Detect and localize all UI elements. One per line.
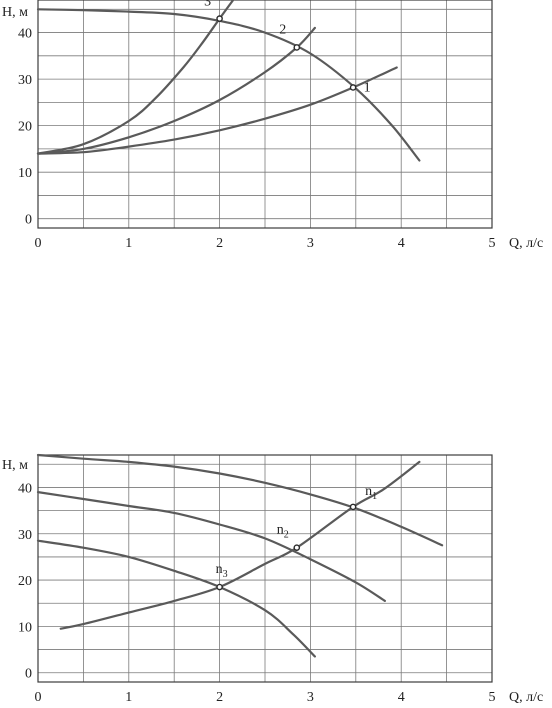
x-tick-label: 0 <box>35 236 42 251</box>
point-label: 2 <box>279 22 286 37</box>
x-tick-label: 2 <box>216 236 223 251</box>
x-tick-label: 2 <box>216 690 223 705</box>
point-label: n3 <box>216 562 228 580</box>
plot-frame <box>37 454 493 683</box>
operating-point <box>349 503 357 511</box>
series-curve <box>36 491 386 602</box>
x-tick-label: 5 <box>489 236 496 251</box>
series-curve <box>59 460 421 630</box>
chart-1-pump-characteristics: 0 1 2 3 4 5 0 10 20 30 40 Q, л/с H, м 1 2 3 <box>2 0 543 251</box>
series-curve <box>36 66 398 155</box>
y-tick-label: 20 <box>18 574 32 589</box>
x-tick-label: 1 <box>125 690 132 705</box>
x-axis-label: Q, л/с <box>509 690 543 705</box>
series-curve <box>36 26 316 155</box>
plot-frame <box>37 0 493 229</box>
point-label-subscript: 1 <box>372 491 377 502</box>
operating-point <box>293 44 301 51</box>
y-tick-label: 30 <box>18 73 32 88</box>
y-tick-label: 10 <box>18 166 32 181</box>
series-curve <box>36 453 444 547</box>
point-label-subscript: 2 <box>284 530 289 541</box>
y-axis-label: H, м <box>2 5 28 20</box>
operating-point <box>293 544 301 551</box>
series-curve <box>36 539 316 658</box>
x-tick-label: 5 <box>489 690 496 705</box>
y-tick-label: 40 <box>18 481 32 496</box>
y-tick-label: 30 <box>18 528 32 543</box>
point-label-subscript: 3 <box>223 569 228 580</box>
y-tick-label: 20 <box>18 120 32 135</box>
x-tick-label: 4 <box>398 690 405 705</box>
y-tick-label: 0 <box>25 667 32 682</box>
x-axis-label: Q, л/с <box>509 236 543 251</box>
point-label: 1 <box>364 80 371 95</box>
operating-point <box>349 84 357 91</box>
y-axis-label: H, м <box>2 458 28 473</box>
series-curve <box>36 8 421 162</box>
x-tick-label: 3 <box>307 690 314 705</box>
operating-point <box>216 15 223 22</box>
y-tick-label: 0 <box>25 213 32 228</box>
operating-point <box>216 583 223 591</box>
point-label: 3 <box>204 0 211 10</box>
y-tick-label: 10 <box>18 620 32 635</box>
y-tick-label: 40 <box>18 27 32 42</box>
x-tick-label: 4 <box>398 236 405 251</box>
x-tick-label: 0 <box>35 690 42 705</box>
x-tick-label: 3 <box>307 236 314 251</box>
series-curve <box>36 0 235 155</box>
point-label: n2 <box>277 523 289 541</box>
x-tick-label: 1 <box>125 236 132 251</box>
